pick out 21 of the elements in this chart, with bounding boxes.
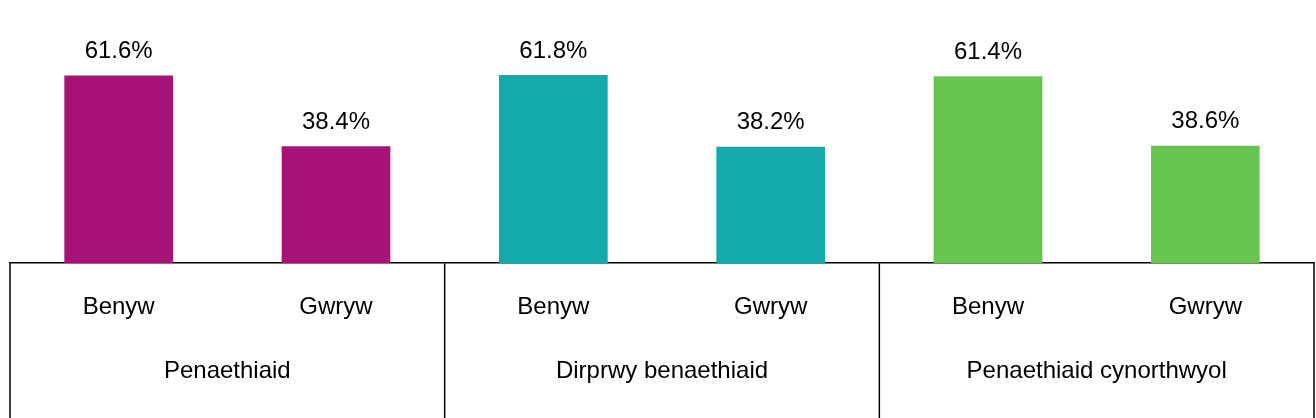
bar [281,146,391,264]
bar [933,76,1043,264]
data-label: 61.6% [84,36,153,64]
x-tick-label: Gwryw [1168,292,1243,320]
data-label: 38.6% [1171,106,1240,134]
x-tick-label: Gwryw [299,292,374,320]
x-tick-label: Benyw [951,292,1025,320]
text: Penaethiaid [163,356,291,384]
x-tick-label: Benyw [82,292,156,320]
bar [1151,145,1260,264]
data-label: 61.8% [519,35,588,63]
text: Dirprwy benaethiaid [555,356,769,384]
x-tick-label: Gwryw [734,292,808,320]
x-tick-label: Benyw [517,292,591,320]
bar [64,75,173,264]
data-label: 61.4% [953,36,1023,64]
bar [499,74,608,264]
data-label: 38.4% [301,106,371,134]
bar [716,146,825,264]
text: Penaethiaid cynorthwyol [966,356,1227,384]
data-label: 38.2% [736,107,805,135]
